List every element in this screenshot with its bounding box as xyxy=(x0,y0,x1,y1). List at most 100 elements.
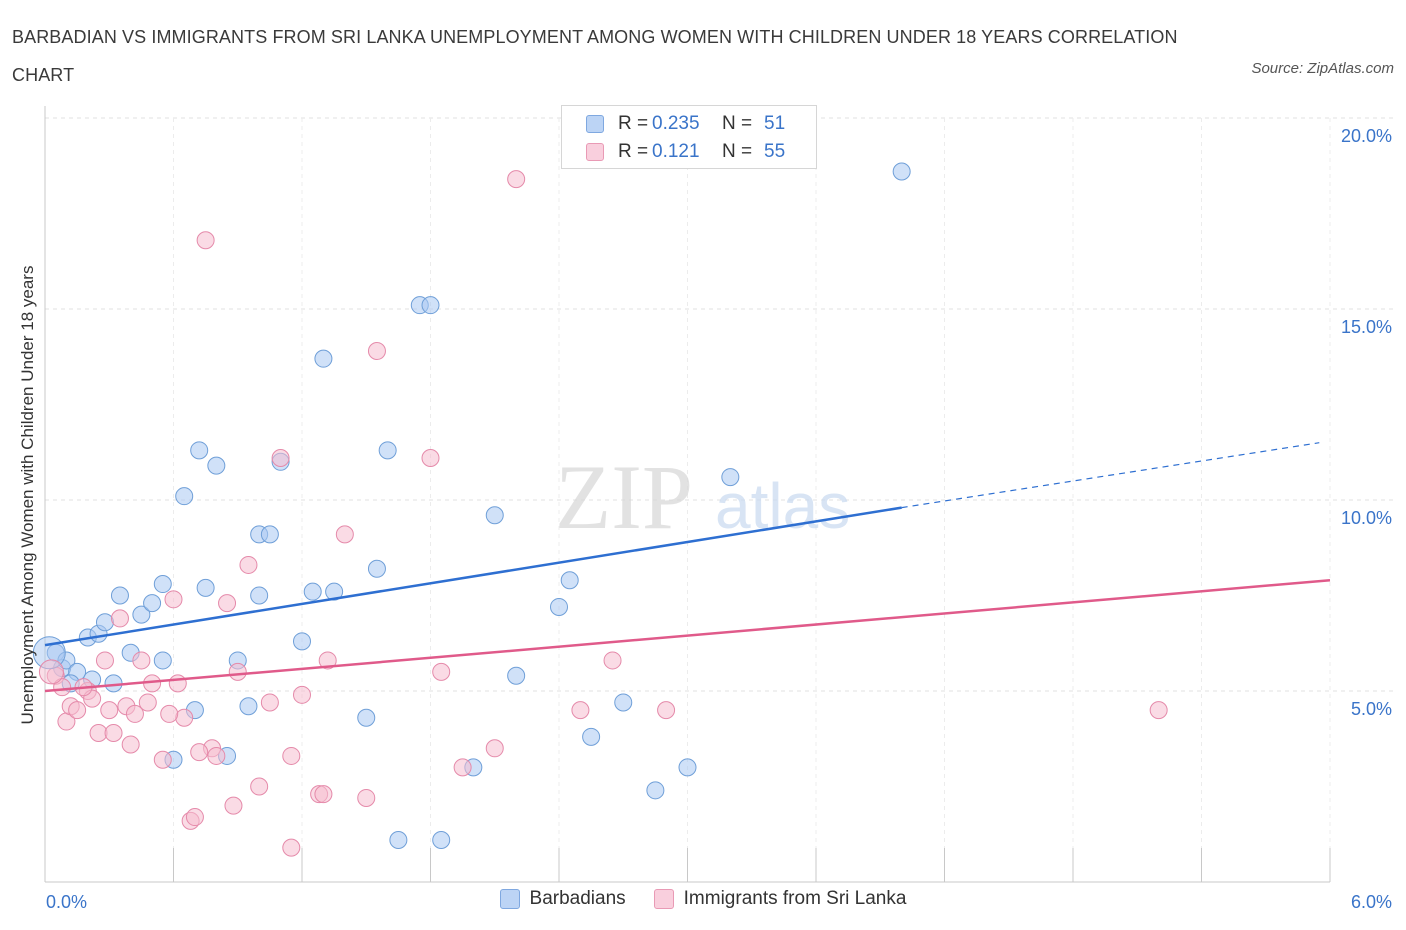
barbadian-point xyxy=(239,697,258,716)
sri-lanka-point xyxy=(196,231,215,250)
legend-row-sri-lanka: R = 0.121 N = 55 xyxy=(586,139,785,165)
sri-lanka-point xyxy=(318,651,337,670)
barbadian-point xyxy=(560,571,579,590)
sri-lanka-point xyxy=(293,685,311,704)
barbadian-point xyxy=(678,758,697,777)
legend-r-value: 0.121 xyxy=(652,141,700,162)
sri-lanka-point xyxy=(1149,701,1168,720)
sri-lanka-point xyxy=(207,746,226,765)
barbadian-trendline-extension xyxy=(901,442,1320,509)
sri-lanka-point xyxy=(282,838,301,857)
barbadian-point xyxy=(614,693,633,712)
series-legend: Barbadians Immigrants from Sri Lanka xyxy=(0,888,1406,910)
sri-lanka-point xyxy=(53,678,72,697)
sri-lanka-trendline xyxy=(44,578,1331,693)
sri-lanka-point xyxy=(38,659,64,685)
barbadian-point xyxy=(250,586,269,605)
correlation-legend: R = 0.235 N = 51 R = 0.121 N = 55 xyxy=(561,105,817,169)
barbadian-point xyxy=(367,559,386,578)
y-tick-label: 10.0% xyxy=(1341,508,1392,528)
legend-item-sri-lanka: Immigrants from Sri Lanka xyxy=(653,888,907,910)
barbadian-point xyxy=(721,468,740,487)
sri-lanka-point xyxy=(104,724,123,743)
legend-row-barbadians: R = 0.235 N = 51 xyxy=(586,111,785,137)
barbadian-point xyxy=(582,727,601,746)
legend-swatch-sri-lanka xyxy=(586,143,604,161)
legend-item-barbadians: Barbadians xyxy=(499,888,626,910)
y-axis-label: Unemployment Among Women with Children U… xyxy=(18,266,37,725)
barbadian-trendline xyxy=(44,506,902,647)
barbadian-point xyxy=(378,441,397,460)
legend-r-label: R = xyxy=(618,141,649,162)
legend-swatch-sri-lanka xyxy=(653,889,674,909)
barbadian-point xyxy=(432,830,451,849)
barbadian-point xyxy=(207,456,226,475)
barbadian-point xyxy=(892,162,911,181)
barbadian-point xyxy=(550,597,568,616)
sri-lanka-point xyxy=(250,777,269,796)
x-tick-label: 6.0% xyxy=(1351,892,1392,912)
barbadian-point xyxy=(303,582,322,601)
legend-n-label: N = xyxy=(722,113,753,134)
points-layer xyxy=(32,162,1168,857)
sri-lanka-point xyxy=(228,662,247,681)
sri-lanka-point xyxy=(89,724,108,743)
sri-lanka-point xyxy=(571,701,590,720)
chart-title: BARBADIAN VS IMMIGRANTS FROM SRI LANKA U… xyxy=(12,27,1178,85)
sri-lanka-point xyxy=(175,708,194,727)
legend-n-label: N = xyxy=(722,141,753,162)
barbadian-point xyxy=(646,781,665,800)
x-tick-label: 0.0% xyxy=(46,892,87,912)
sri-lanka-point xyxy=(224,796,243,815)
barbadian-point xyxy=(153,575,172,594)
barbadian-point xyxy=(389,830,408,849)
sri-lanka-point xyxy=(357,788,376,807)
sri-lanka-point xyxy=(132,651,151,670)
sri-lanka-point xyxy=(95,651,114,670)
sri-lanka-point xyxy=(367,342,386,361)
sri-lanka-point xyxy=(138,693,157,712)
legend-n-value: 51 xyxy=(764,113,786,134)
watermark-zip: ZIP xyxy=(555,446,693,548)
sri-lanka-point xyxy=(335,525,354,544)
legend-label-sri-lanka: Immigrants from Sri Lanka xyxy=(683,888,907,909)
sri-lanka-point xyxy=(185,808,204,827)
axes xyxy=(44,106,1331,883)
sri-lanka-point xyxy=(68,701,87,720)
sri-lanka-point xyxy=(110,609,129,628)
barbadian-point xyxy=(357,708,376,727)
barbadian-point xyxy=(260,525,279,544)
legend-swatch-barbadians xyxy=(499,889,520,909)
barbadian-point xyxy=(143,594,162,613)
legend-label-barbadians: Barbadians xyxy=(529,888,626,909)
sri-lanka-point xyxy=(485,739,504,758)
sri-lanka-point xyxy=(153,750,172,769)
sri-lanka-point xyxy=(453,758,472,777)
sri-lanka-point xyxy=(190,743,209,762)
barbadian-point xyxy=(153,651,172,670)
legend-swatch-barbadians xyxy=(586,115,604,133)
sri-lanka-point xyxy=(421,448,440,467)
trendlines xyxy=(44,442,1331,693)
legend-r-value: 0.235 xyxy=(652,113,700,134)
barbadian-point xyxy=(507,666,526,685)
barbadian-point xyxy=(110,586,129,605)
legend-n-value: 55 xyxy=(764,141,786,162)
barbadian-point xyxy=(325,582,344,601)
sri-lanka-point xyxy=(100,701,119,720)
sri-lanka-point xyxy=(657,701,676,720)
sri-lanka-point xyxy=(239,555,258,574)
sri-lanka-point xyxy=(432,662,451,681)
barbadian-point xyxy=(132,605,151,624)
sri-lanka-point xyxy=(603,651,622,670)
sri-lanka-point xyxy=(271,448,290,467)
y-tick-label: 15.0% xyxy=(1341,317,1392,337)
barbadian-point xyxy=(95,613,114,632)
sri-lanka-point xyxy=(160,704,179,723)
sri-lanka-point xyxy=(218,594,237,613)
tick-labels: 5.0% 10.0% 15.0% 20.0% 0.0% 6.0% xyxy=(46,126,1392,912)
barbadian-point xyxy=(196,578,215,597)
legend-r-label: R = xyxy=(618,113,649,134)
sri-lanka-point xyxy=(121,735,140,754)
